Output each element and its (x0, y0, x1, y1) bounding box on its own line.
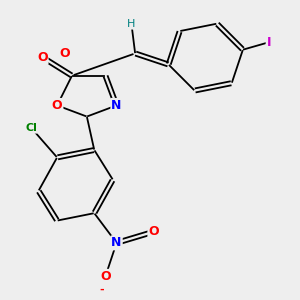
Text: O: O (59, 47, 70, 60)
Text: N: N (111, 236, 122, 249)
Text: O: O (52, 99, 62, 112)
Text: O: O (37, 51, 48, 64)
Text: H: H (127, 19, 136, 29)
Text: N: N (111, 99, 122, 112)
Text: I: I (267, 36, 271, 49)
Text: O: O (148, 225, 159, 238)
Text: Cl: Cl (25, 123, 37, 133)
Text: -: - (99, 284, 104, 294)
Text: O: O (100, 270, 111, 283)
